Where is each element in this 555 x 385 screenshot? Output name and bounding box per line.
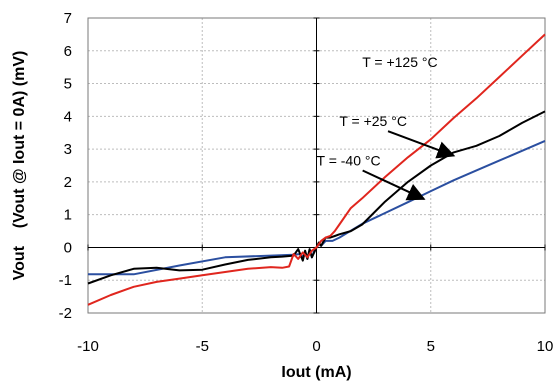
- y-tick-label: 7: [64, 10, 72, 27]
- y-tick-label: 6: [64, 43, 72, 60]
- x-tick-label: 0: [312, 338, 320, 355]
- y-tick-label: 5: [64, 76, 72, 93]
- series-line-2: [87, 33, 546, 306]
- series-line-1: [87, 110, 546, 285]
- annotation-arrow: [362, 169, 426, 201]
- x-axis-title: Iout (mA): [281, 364, 351, 381]
- annotation-label: T = +125 °C: [362, 54, 437, 70]
- annotation-label: T = +25 °C: [339, 113, 407, 129]
- y-tick-label: 3: [64, 141, 72, 158]
- y-tick-label: -2: [59, 305, 72, 322]
- y-tick-label: 1: [64, 207, 72, 224]
- x-tick-label: 5: [427, 338, 435, 355]
- x-tick-label: -10: [77, 338, 99, 355]
- annotation-arrow: [387, 130, 456, 159]
- x-tick-label: -5: [196, 338, 209, 355]
- grid: [88, 18, 545, 313]
- series-layer: [87, 33, 546, 306]
- annotations: T = +125 °C T = +25 °C T = -40 °C: [317, 54, 456, 201]
- y-axis-title: Vout (Vout @ Iout = 0A) (mV): [11, 51, 28, 281]
- y-tick-label: 4: [64, 108, 72, 125]
- x-tick-label: 10: [537, 338, 554, 355]
- y-tick-label: -1: [59, 272, 72, 289]
- y-tick-label: 0: [64, 239, 72, 256]
- annotation-label: T = -40 °C: [317, 153, 381, 169]
- y-tick-label: 2: [64, 174, 72, 191]
